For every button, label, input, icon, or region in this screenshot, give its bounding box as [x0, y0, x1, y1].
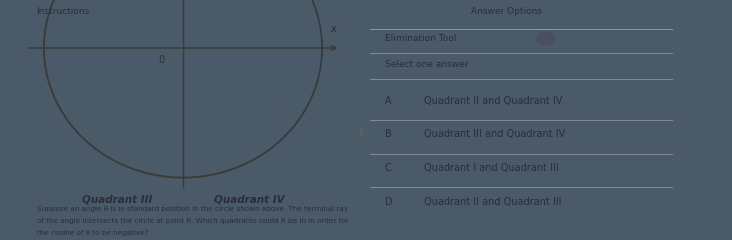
Text: Quadrant III and Quadrant IV: Quadrant III and Quadrant IV [425, 129, 566, 139]
Text: of the angle intersects the circle at point R. Which quadrants could R be in in : of the angle intersects the circle at po… [37, 218, 348, 224]
Text: C: C [385, 163, 392, 173]
Text: 0: 0 [159, 55, 165, 65]
Text: D: D [385, 197, 392, 207]
Text: Select one answer: Select one answer [385, 60, 468, 69]
Text: Quadrant II and Quadrant IV: Quadrant II and Quadrant IV [425, 96, 563, 106]
Text: Quadrant I and Quadrant III: Quadrant I and Quadrant III [425, 163, 559, 173]
Text: x: x [330, 24, 336, 34]
Text: ||: || [359, 127, 365, 137]
Text: Quadrant II and Quadrant III: Quadrant II and Quadrant III [425, 197, 562, 207]
Text: Quadrant IV: Quadrant IV [214, 194, 284, 204]
Text: Suppose an angle θ is in standard position in the circle shown above. The termin: Suppose an angle θ is in standard positi… [37, 206, 348, 212]
Circle shape [537, 32, 554, 45]
Text: Instructions: Instructions [37, 7, 90, 16]
Text: the cosine of θ to be negative?: the cosine of θ to be negative? [37, 230, 148, 236]
Text: Answer Options: Answer Options [471, 7, 542, 16]
Text: B: B [385, 129, 392, 139]
Text: A: A [385, 96, 392, 106]
Text: Quadrant III: Quadrant III [82, 194, 152, 204]
Text: Elimination Tool: Elimination Tool [385, 34, 456, 43]
